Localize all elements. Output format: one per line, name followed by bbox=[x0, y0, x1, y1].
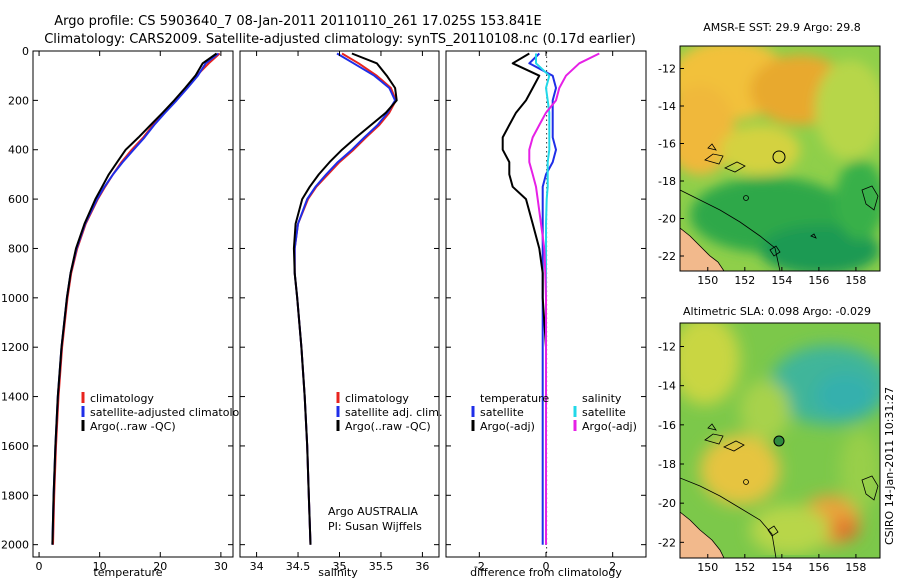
legend-label-satellite: satellite adj. clim. bbox=[345, 406, 442, 419]
x-tick-label: 36 bbox=[415, 560, 429, 573]
map-y-tick-label: -14 bbox=[658, 380, 676, 393]
y-tick-label: 200 bbox=[8, 94, 29, 107]
map-y-tick-label: -22 bbox=[658, 250, 676, 263]
sla-map-frame bbox=[679, 322, 881, 559]
x-tick-label: 2 bbox=[609, 560, 616, 573]
figure-title-line1: Argo profile: CS 5903640_7 08-Jan-2011 2… bbox=[54, 14, 542, 29]
sst-coast-land bbox=[680, 227, 725, 271]
x-tick-label: 0 bbox=[543, 560, 550, 573]
salinity-axes-frame bbox=[239, 50, 440, 558]
difference-xlabel: difference from climatology bbox=[470, 566, 622, 579]
legend-header-temperature: temperature bbox=[480, 392, 549, 405]
argo-program-label: Argo AUSTRALIA bbox=[328, 505, 418, 518]
csiro-timestamp: CSIRO 14-Jan-2011 10:31:27 bbox=[883, 387, 896, 545]
sla-reef-edge bbox=[680, 477, 777, 558]
x-tick-label: 10 bbox=[93, 560, 107, 573]
map-x-tick-label: 158 bbox=[845, 561, 866, 574]
x-tick-label: 34.5 bbox=[286, 560, 311, 573]
legend-label-climatology: climatology bbox=[345, 392, 409, 405]
legend-header-salinity: salinity bbox=[582, 392, 622, 405]
y-tick-label: 400 bbox=[8, 144, 29, 157]
sla-map-title: Altimetric SLA: 0.098 Argo: -0.029 bbox=[683, 305, 871, 318]
sst-marker-small bbox=[743, 195, 749, 201]
map-x-tick-label: 156 bbox=[808, 274, 829, 287]
legend-label-argo: Argo(..raw -QC) bbox=[90, 420, 176, 433]
difference-legend: temperature satellite Argo(-adj) salinit… bbox=[471, 392, 637, 433]
salinity-xlabel: salinity bbox=[318, 566, 358, 579]
legend-label-sal-argo: Argo(-adj) bbox=[582, 420, 637, 433]
x-tick-label: 30 bbox=[214, 560, 228, 573]
map-y-tick-label: -14 bbox=[658, 100, 676, 113]
map-x-tick-label: 158 bbox=[845, 274, 866, 287]
temperature-legend: climatology satellite-adjusted climatolo… bbox=[81, 392, 253, 433]
legend-label-sal-satellite: satellite bbox=[582, 406, 626, 419]
map-y-tick-label: -18 bbox=[658, 175, 676, 188]
sst-map-panel: AMSR-E SST: 29.9 Argo: 29.8 bbox=[658, 21, 881, 287]
map-y-tick-label: -20 bbox=[658, 497, 676, 510]
legend-label-climatology: climatology bbox=[90, 392, 154, 405]
y-tick-label: 2000 bbox=[1, 539, 29, 552]
map-y-tick-label: -16 bbox=[658, 419, 676, 432]
sst-field bbox=[680, 46, 880, 271]
argo-pi-label: PI: Susan Wijffels bbox=[328, 520, 422, 533]
argo-location-marker bbox=[772, 150, 786, 164]
series-line-salinity-argo-adj- bbox=[528, 52, 600, 545]
sla-coast-land bbox=[680, 511, 725, 558]
figure-title-line2: Climatology: CARS2009. Satellite-adjuste… bbox=[44, 32, 636, 47]
map-x-tick-label: 150 bbox=[697, 561, 718, 574]
legend-label-temp-argo: Argo(-adj) bbox=[480, 420, 535, 433]
sst-reef-edge bbox=[680, 189, 781, 271]
y-tick-label: 0 bbox=[22, 45, 29, 58]
x-tick-label: -2 bbox=[474, 560, 485, 573]
y-tick-label: 1800 bbox=[1, 489, 29, 502]
series-line-argo-raw-qc- bbox=[51, 52, 218, 545]
legend-label-satellite: satellite-adjusted climatology bbox=[90, 406, 253, 419]
argo-location-marker bbox=[773, 435, 785, 447]
temperature-xlabel: temperature bbox=[93, 566, 162, 579]
x-tick-label: 35.5 bbox=[369, 560, 394, 573]
sla-islands bbox=[704, 423, 879, 537]
map-x-tick-label: 154 bbox=[771, 274, 792, 287]
sst-islands bbox=[704, 143, 879, 257]
map-y-tick-label: -20 bbox=[658, 213, 676, 226]
map-y-tick-label: -16 bbox=[658, 138, 676, 151]
salinity-legend: climatology satellite adj. clim. Argo(..… bbox=[336, 392, 442, 433]
sst-map-frame bbox=[679, 45, 881, 272]
x-tick-label: 35 bbox=[333, 560, 347, 573]
map-y-tick-label: -12 bbox=[658, 63, 676, 76]
series-line-argo-raw-qc- bbox=[292, 52, 398, 545]
sla-field bbox=[680, 323, 880, 555]
map-x-tick-label: 150 bbox=[697, 274, 718, 287]
y-tick-label: 800 bbox=[8, 242, 29, 255]
map-x-tick-label: 152 bbox=[734, 561, 755, 574]
legend-label-argo: Argo(..raw -QC) bbox=[345, 420, 431, 433]
x-tick-label: 20 bbox=[153, 560, 167, 573]
y-tick-label: 1600 bbox=[1, 440, 29, 453]
x-tick-label: 0 bbox=[36, 560, 43, 573]
map-x-tick-label: 152 bbox=[734, 274, 755, 287]
temperature-panel: 0 10 20 30 0 200 400 600 800 1000 1200 1400 1600 1800… bbox=[1, 45, 253, 579]
salinity-panel: 34 34.5 35 35.5 36 salinity climatology sate… bbox=[239, 50, 442, 579]
map-x-tick-label: 154 bbox=[771, 561, 792, 574]
y-tick-label: 1200 bbox=[1, 341, 29, 354]
map-y-tick-label: -22 bbox=[658, 536, 676, 549]
sla-map-panel: Altimetric SLA: 0.098 Argo: -0.029 bbox=[658, 305, 881, 574]
map-x-tick-label: 156 bbox=[808, 561, 829, 574]
sla-marker-small bbox=[743, 479, 749, 485]
map-y-tick-label: -12 bbox=[658, 341, 676, 354]
legend-label-temp-satellite: satellite bbox=[480, 406, 524, 419]
x-tick-label: 34 bbox=[250, 560, 264, 573]
y-tick-label: 600 bbox=[8, 193, 29, 206]
y-tick-label: 1000 bbox=[1, 292, 29, 305]
series-line-temperature-satellite bbox=[528, 52, 557, 545]
map-y-tick-label: -18 bbox=[658, 458, 676, 471]
difference-panel: -2 0 2 difference from climatology tempera… bbox=[445, 50, 647, 579]
sst-map-title: AMSR-E SST: 29.9 Argo: 29.8 bbox=[703, 21, 861, 34]
temperature-axes-frame bbox=[32, 50, 234, 558]
y-tick-label: 1400 bbox=[1, 391, 29, 404]
